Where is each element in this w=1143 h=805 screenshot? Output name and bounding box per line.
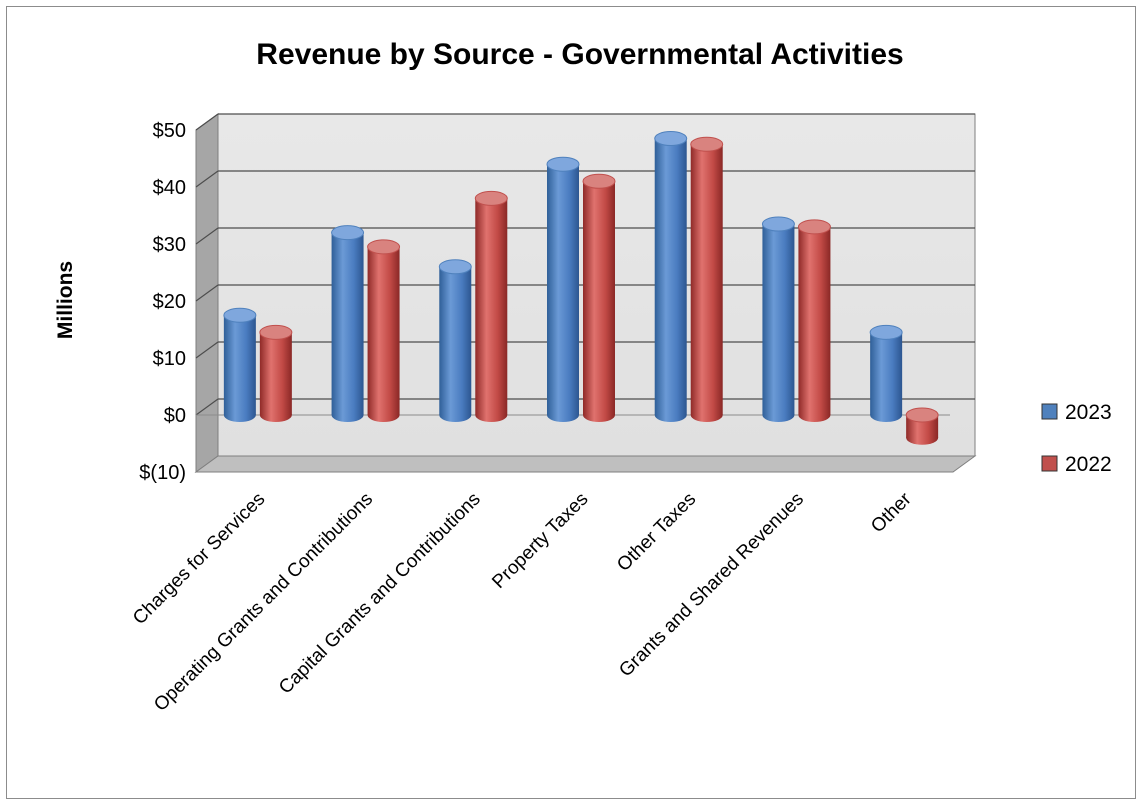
bar-top-cap [654,131,688,147]
bar-body [475,198,508,415]
bar-top-cap [331,225,365,241]
y-tick-label: $20 [153,291,186,313]
floor [194,455,977,473]
bar-top-cap [761,216,795,232]
x-tick-label: Capital Grants and Contributions [275,489,485,699]
bar-body [583,181,615,415]
bar-top-cap [869,324,903,340]
bar-bottom-cap [475,408,508,422]
bar-2022-3 [582,173,616,422]
y-axis-label: Millions [54,261,77,339]
bar-bottom-cap [762,408,795,422]
bar-bottom-cap [331,408,364,422]
bar-2023-6 [869,324,903,422]
gridline-side [195,170,219,188]
bar-body [547,164,579,415]
bar-bottom-cap [439,408,472,422]
x-tick-label: Property Taxes [488,489,592,593]
bar-top-cap [223,307,257,323]
bar-bottom-cap [223,408,256,422]
bar-2023-5 [761,216,795,422]
gridline-side [195,227,219,245]
bar-top-cap [905,407,939,423]
legend-label-2023: 2023 [1065,401,1112,424]
bar-body [690,144,723,415]
bar-body [331,232,364,415]
bar-2022-5 [797,219,831,422]
bar-top-cap [546,156,580,172]
bar-2023-4 [654,131,688,422]
gridline-side [195,398,219,416]
chart-title: Revenue by Source - Governmental Activit… [256,38,903,71]
bar-2022-1 [367,239,401,422]
bar-top-cap [367,239,401,255]
x-tick-label: Operating Grants and Contributions [150,489,377,716]
gridline-side [195,284,219,302]
bar-bottom-cap [870,408,903,422]
bar-bottom-cap [547,408,579,422]
bar-body [439,266,472,415]
bar-2023-0 [223,307,257,422]
y-tick-label: $50 [153,120,186,142]
bar-bottom-cap [798,408,831,422]
bar-2022-0 [259,324,293,422]
bar-2023-2 [438,259,472,422]
bar-2022-2 [474,190,508,422]
y-tick-label: $40 [153,177,186,199]
bar-2023-1 [331,225,365,422]
bar-body [654,138,687,416]
legend: 2023 2022 [1041,401,1112,476]
bar-2023-3 [546,156,580,422]
y-tick-label: $10 [153,348,186,370]
x-tick-label: Grants and Shared Revenues [615,489,808,682]
bar-2022-4 [690,136,724,422]
bar-top-cap [259,324,293,340]
bar-bottom-cap [906,430,939,445]
bar-bottom-cap [583,408,615,422]
bar-body [223,315,256,415]
gridline-side [195,113,219,131]
bar-bottom-cap [690,408,723,422]
gridline-side [195,341,219,359]
bar-2022-6 [905,407,939,445]
legend-swatch-2023 [1041,403,1058,420]
bar-bottom-cap [259,408,292,422]
bar-body [798,226,831,415]
x-tick-label: Other Taxes [613,489,700,576]
plot-area: $50$40$30$20$10$0$(10)Charges for Servic… [129,113,977,716]
bar-top-cap [797,219,831,235]
bar-bottom-cap [654,408,687,422]
bar-body [259,332,292,415]
bar-top-cap [474,190,508,206]
bar-top-cap [438,259,472,275]
bar-body [870,332,903,415]
x-tick-label: Other [867,488,916,537]
y-tick-label: $30 [153,234,186,256]
bar-body [367,246,400,415]
legend-swatch-2022 [1041,455,1058,472]
bar-top-cap [582,173,616,189]
bar-body [762,224,795,415]
y-tick-label: $0 [164,405,186,427]
y-tick-label: $(10) [139,462,186,484]
bar-bottom-cap [367,408,400,422]
bar-top-cap [690,136,724,152]
legend-label-2022: 2022 [1065,453,1112,476]
